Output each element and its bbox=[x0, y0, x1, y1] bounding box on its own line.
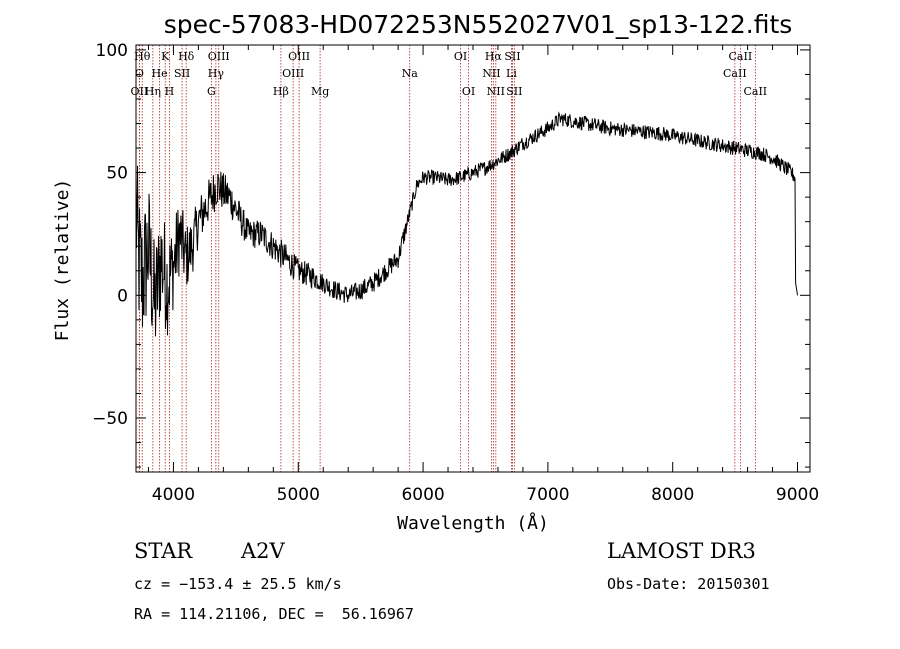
spectral-line-label: CaII bbox=[729, 50, 753, 63]
survey-name: LAMOST DR3 bbox=[607, 539, 756, 563]
spectral-line-label: Li bbox=[506, 67, 517, 80]
spectral-line-label: OIII bbox=[282, 67, 304, 80]
y-tick-label: −50 bbox=[92, 409, 128, 429]
x-axis-label: Wavelength (Å) bbox=[397, 512, 549, 534]
y-tick-label: 50 bbox=[106, 164, 128, 184]
x-tick-label: 4000 bbox=[152, 485, 195, 505]
y-tick-label: 0 bbox=[117, 286, 128, 306]
spectral-line-label: SII bbox=[504, 50, 520, 63]
spectral-line-label: Hθ bbox=[134, 50, 151, 63]
spectral-line-label: Hα bbox=[485, 50, 503, 63]
spectral-line-label: OIII bbox=[208, 50, 230, 63]
x-tick-label: 5000 bbox=[277, 485, 320, 505]
spectral-line-label: H bbox=[165, 85, 175, 98]
spectral-line-label: SII bbox=[506, 85, 522, 98]
x-tick-label: 7000 bbox=[526, 485, 569, 505]
spectral-line-label: G bbox=[207, 85, 216, 98]
spectral-line-label: Hδ bbox=[178, 50, 195, 63]
redshift-cz: cz = −153.4 ± 25.5 km/s bbox=[134, 575, 342, 593]
spectral-line-label: OI bbox=[454, 50, 467, 63]
spectral-line-label: Na bbox=[402, 67, 419, 80]
spectral-line-label: CaII bbox=[723, 67, 747, 80]
spectral-line-label: Hγ bbox=[208, 67, 225, 80]
coordinates: RA = 114.21106, DEC = 56.16967 bbox=[134, 605, 414, 623]
y-tick-label: 100 bbox=[96, 41, 128, 61]
spectral-line-label: He bbox=[152, 67, 168, 80]
plot-frame bbox=[135, 44, 811, 473]
spectral-line-label: CaII bbox=[743, 85, 767, 98]
y-axis-label: Flux (relative) bbox=[52, 179, 73, 342]
spectral-class: A2V bbox=[240, 539, 286, 563]
x-tick-label: 8000 bbox=[651, 485, 694, 505]
spectral-line-label: NII bbox=[487, 85, 505, 98]
object-type: STAR bbox=[134, 539, 193, 563]
x-tick-label: 6000 bbox=[401, 485, 444, 505]
observation-date: Obs-Date: 20150301 bbox=[607, 575, 770, 593]
spectral-line-label: NII bbox=[482, 67, 500, 80]
spectral-line-markers bbox=[138, 45, 756, 472]
spectrum-trace bbox=[135, 111, 798, 337]
spectral-line-label: SII bbox=[174, 67, 190, 80]
spectral-line-label: OI bbox=[462, 85, 475, 98]
spectral-line-label: Hη bbox=[145, 85, 161, 98]
x-tick-label: 9000 bbox=[776, 485, 819, 505]
x-axis-ticks: 4000 5000 6000 7000 8000 9000 bbox=[147, 45, 819, 505]
spectral-line-label: Hβ bbox=[273, 85, 289, 98]
spectral-line-label: O bbox=[135, 67, 144, 80]
spectral-line-label: OIII bbox=[288, 50, 310, 63]
spectral-line-label: K bbox=[161, 50, 170, 63]
y-axis-ticks: −50 0 50 100 bbox=[92, 41, 810, 468]
spectral-line-label: OII bbox=[131, 85, 149, 98]
spectral-line-label: Mg bbox=[311, 85, 329, 98]
chart-title: spec-57083-HD072253N552027V01_sp13-122.f… bbox=[164, 10, 793, 39]
